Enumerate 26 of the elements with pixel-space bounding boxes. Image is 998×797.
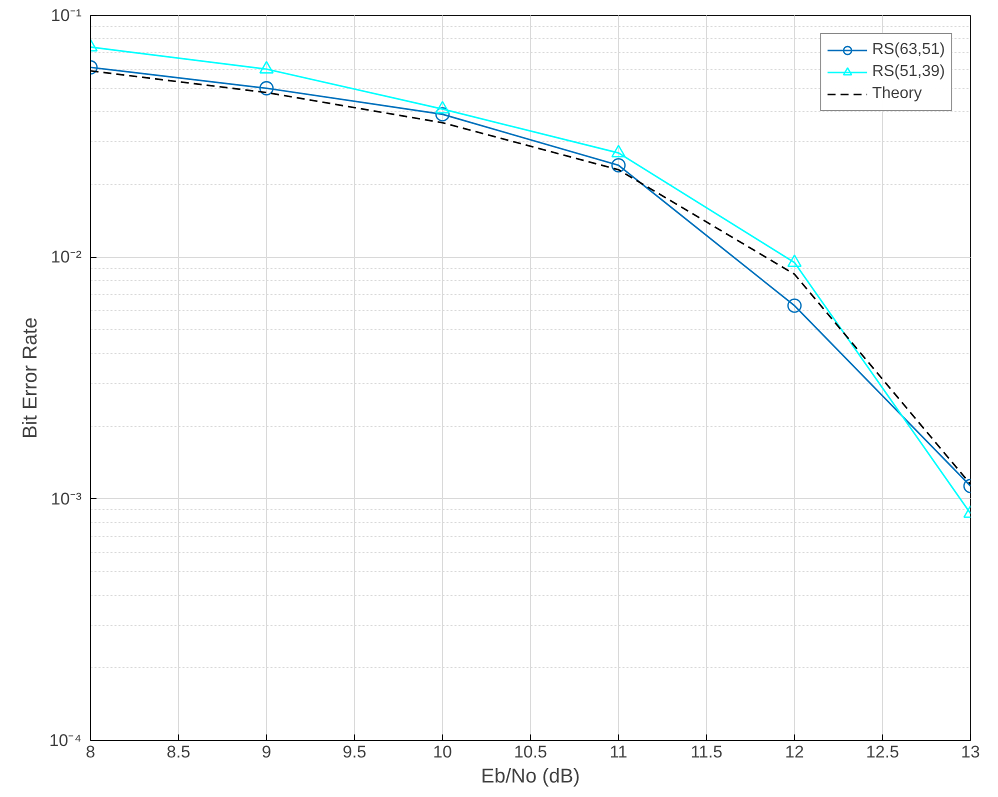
point	[611, 158, 626, 172]
x-tick-label: 11	[610, 742, 628, 762]
point	[435, 100, 450, 114]
point	[787, 298, 802, 313]
y-tick-label: 10⁻⁴	[49, 731, 82, 750]
point	[787, 254, 802, 268]
x-tick-label: 9.5	[342, 742, 366, 762]
x-axis-title: Eb/No (dB)	[481, 766, 580, 788]
x-tick-label: 10	[433, 742, 452, 762]
y-tick-label: 10⁻¹	[50, 6, 82, 25]
legend-label: Theory	[872, 85, 922, 103]
y-tick-label: 10⁻³	[50, 489, 82, 508]
x-tick-label: 8.5	[166, 742, 190, 762]
point	[611, 144, 626, 158]
x-tick-label: 9	[262, 742, 272, 762]
legend-label: RS(63,51)	[872, 41, 945, 59]
x-tick-label: 13	[961, 742, 980, 762]
y-axis-title: Bit Error Rate	[19, 317, 42, 439]
point	[435, 107, 450, 122]
legend-label: RS(51,39)	[872, 63, 945, 81]
x-tick-label: 8	[86, 742, 96, 762]
x-tick-label: 10.5	[514, 742, 548, 762]
x-tick-label: 11.5	[690, 742, 722, 762]
x-tick-label: 12.5	[866, 742, 900, 762]
x-tick-label: 12	[785, 742, 804, 762]
y-tick-label: 10⁻²	[50, 248, 82, 267]
